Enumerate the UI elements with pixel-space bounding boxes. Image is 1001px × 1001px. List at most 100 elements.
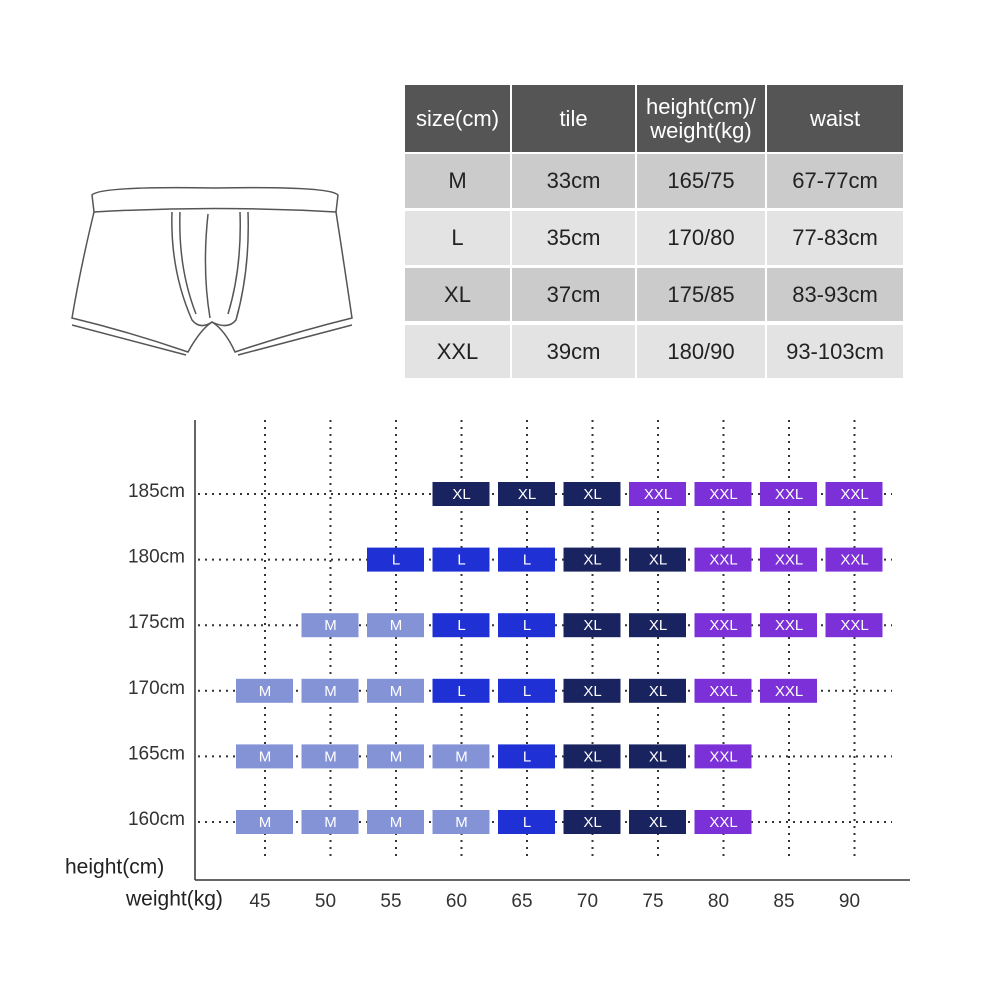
size-box <box>236 810 293 834</box>
size-label: XL <box>583 814 601 831</box>
size-label: L <box>392 552 400 569</box>
table-header: height(cm)/ weight(kg) <box>637 85 765 152</box>
x-tick-label: 70 <box>577 891 598 912</box>
size-box <box>498 810 555 834</box>
size-box <box>432 678 490 703</box>
size-box <box>367 613 424 638</box>
size-box <box>301 613 359 638</box>
size-label: XL <box>649 683 667 700</box>
x-tick-label: 65 <box>511 891 532 912</box>
size-box <box>629 744 686 769</box>
size-label: XXL <box>775 552 803 569</box>
size-label: XXL <box>840 552 868 569</box>
size-box <box>825 547 883 572</box>
size-box <box>432 613 490 638</box>
size-label: L <box>523 814 531 831</box>
size-label: XL <box>649 748 667 765</box>
size-box <box>432 482 490 506</box>
size-box <box>563 678 621 703</box>
table-cell: 170/80 <box>637 211 765 265</box>
table-cell: 77-83cm <box>767 211 903 265</box>
size-label: XL <box>518 486 536 503</box>
table-cell: 33cm <box>512 154 635 208</box>
table-header: waist <box>767 85 903 152</box>
size-label: M <box>324 617 337 634</box>
size-label: XXL <box>775 486 803 503</box>
size-label: M <box>324 683 337 700</box>
size-box <box>236 678 293 703</box>
underwear-drawing <box>71 186 353 356</box>
size-box <box>825 613 883 638</box>
size-box <box>498 744 555 769</box>
size-label: XXL <box>709 552 737 569</box>
y-tick-label: 165cm <box>128 743 185 764</box>
size-label: XL <box>583 748 601 765</box>
y-axis-label: height(cm) <box>65 856 164 879</box>
table-cell: M <box>405 154 510 208</box>
table-header: size(cm) <box>405 85 510 152</box>
table-cell: 180/90 <box>637 325 765 378</box>
size-box <box>498 678 555 703</box>
size-box <box>760 613 817 638</box>
size-box <box>694 744 752 769</box>
y-tick-label: 160cm <box>128 809 185 830</box>
size-label: XXL <box>775 683 803 700</box>
size-label: L <box>457 683 465 700</box>
x-axis-label: weight(kg) <box>125 888 223 911</box>
y-tick-label: 180cm <box>128 547 185 568</box>
size-label: M <box>259 814 272 831</box>
size-label: XXL <box>709 683 737 700</box>
table-cell: 83-93cm <box>767 268 903 321</box>
size-label: M <box>390 617 403 634</box>
x-tick-label: 80 <box>708 891 729 912</box>
size-label: XL <box>649 617 667 634</box>
table-cell: 35cm <box>512 211 635 265</box>
size-box <box>694 482 752 506</box>
size-label: XXL <box>709 814 737 831</box>
size-label: M <box>259 683 272 700</box>
size-box <box>563 744 621 769</box>
size-label: L <box>523 748 531 765</box>
size-label: L <box>523 617 531 634</box>
size-label: XL <box>583 486 601 503</box>
size-box <box>432 810 490 834</box>
size-box <box>629 482 686 506</box>
table-cell: 39cm <box>512 325 635 378</box>
table-cell: 165/75 <box>637 154 765 208</box>
size-label: XL <box>583 617 601 634</box>
size-box <box>301 744 359 769</box>
size-label: XL <box>583 552 601 569</box>
x-tick-label: 90 <box>839 891 860 912</box>
size-label: XL <box>649 552 667 569</box>
size-label: M <box>324 814 337 831</box>
size-box <box>498 613 555 638</box>
size-box <box>563 810 621 834</box>
x-tick-label: 55 <box>380 891 401 912</box>
size-box <box>301 678 359 703</box>
size-label: L <box>457 552 465 569</box>
table-header: tile <box>512 85 635 152</box>
size-label: M <box>390 683 403 700</box>
size-box <box>629 547 686 572</box>
table-cell: 93-103cm <box>767 325 903 378</box>
size-label: XXL <box>709 617 737 634</box>
size-label: M <box>390 814 403 831</box>
size-label: M <box>390 748 403 765</box>
size-box <box>367 547 424 572</box>
size-label: XL <box>649 814 667 831</box>
size-box <box>563 482 621 506</box>
size-label: XXL <box>709 486 737 503</box>
size-box <box>629 810 686 834</box>
size-box <box>432 744 490 769</box>
x-tick-label: 50 <box>315 891 336 912</box>
size-box <box>694 810 752 834</box>
x-tick-label: 75 <box>642 891 663 912</box>
table-cell: 67-77cm <box>767 154 903 208</box>
size-box <box>694 613 752 638</box>
size-label: L <box>457 617 465 634</box>
size-box <box>367 810 424 834</box>
table-cell: XL <box>405 268 510 321</box>
size-box <box>498 547 555 572</box>
